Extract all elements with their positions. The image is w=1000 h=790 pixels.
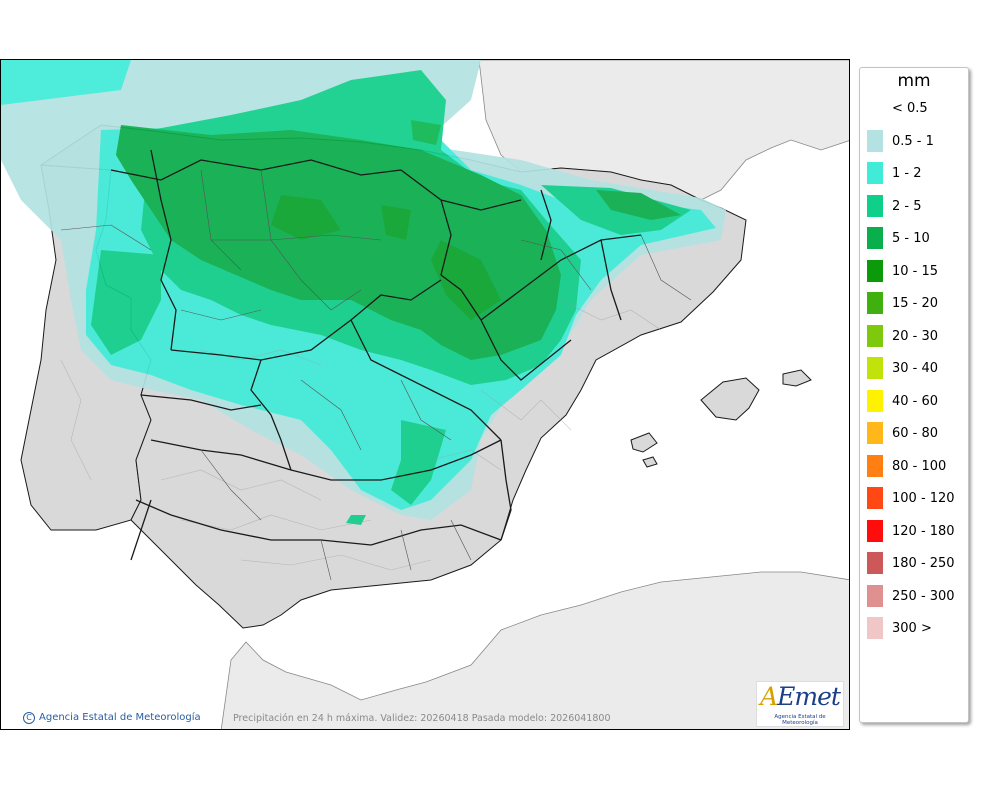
legend-label: 20 - 30 <box>892 328 939 344</box>
legend-item: 10 - 15 <box>863 259 967 284</box>
precip-band-10-15 <box>271 120 501 320</box>
mallorca-land <box>700 377 760 421</box>
legend-swatch <box>867 129 883 152</box>
copyright-icon: C <box>23 712 35 724</box>
legend-swatch <box>867 487 883 509</box>
africa-land <box>220 571 849 729</box>
legend-item: 120 - 180 <box>863 519 967 544</box>
legend-unit: mm <box>897 71 931 91</box>
legend-item: 180 - 250 <box>863 551 967 576</box>
legend-swatch <box>867 389 883 412</box>
legend-item: 15 - 20 <box>863 291 967 316</box>
legend-swatch <box>867 259 883 282</box>
legend-label: 2 - 5 <box>892 198 922 214</box>
aemet-logo-a: A <box>760 682 778 711</box>
legend-item: 5 - 10 <box>863 226 967 251</box>
legend-swatch <box>867 454 883 477</box>
terrain-shading <box>60 299 662 571</box>
menorca-land <box>782 369 812 387</box>
legend-label: 100 - 120 <box>892 491 955 506</box>
legend-swatch <box>867 227 883 249</box>
legend-label: 250 - 300 <box>892 588 955 604</box>
legend-label: 30 - 40 <box>892 361 939 376</box>
legend-item: 1 - 2 <box>863 161 967 186</box>
legend-label: 10 - 15 <box>892 263 939 279</box>
precipitation-legend: mm < 0.5 0.5 - 1 1 - 2 2 - 5 5 - 10 10 - 15 15… <box>859 67 969 723</box>
precipitation-overlay <box>1 60 726 525</box>
legend-item: 30 - 40 <box>863 356 967 381</box>
legend-item: 20 - 30 <box>863 324 967 349</box>
map-canvas <box>1 60 849 729</box>
legend-item: 0.5 - 1 <box>863 129 967 154</box>
legend-label: 80 - 100 <box>892 458 947 474</box>
legend-label: 40 - 60 <box>892 393 939 409</box>
legend-item: 100 - 120 <box>863 486 967 511</box>
legend-label: 120 - 180 <box>892 523 955 539</box>
legend-swatch <box>867 292 883 314</box>
legend-item: 80 - 100 <box>863 454 967 479</box>
formentera-land <box>642 456 658 468</box>
ibiza-land <box>630 432 658 453</box>
legend-label: < 0.5 <box>892 101 928 116</box>
province-borders <box>60 169 692 581</box>
precip-band-5-10 <box>116 125 681 360</box>
region-borders <box>110 149 642 561</box>
aemet-logo: AEmet Agencia Estatal de Meteorología <box>756 681 844 727</box>
legend-label: 15 - 20 <box>892 296 939 311</box>
aemet-logo-subtitle: Agencia Estatal de Meteorología <box>774 714 826 726</box>
legend-swatch <box>867 519 883 542</box>
map-caption: Precipitación en 24 h máxima. Validez: 2… <box>233 713 611 724</box>
legend-swatch <box>867 194 883 217</box>
legend-item: < 0.5 <box>863 96 967 121</box>
copyright-notice: C Agencia Estatal de Meteorología <box>23 712 201 724</box>
legend-swatch <box>867 584 883 607</box>
legend-swatch <box>867 422 883 444</box>
legend-item: 40 - 60 <box>863 389 967 414</box>
copyright-text: Agencia Estatal de Meteorología <box>39 712 201 723</box>
legend-label: 1 - 2 <box>892 166 922 181</box>
legend-swatch <box>867 552 883 574</box>
legend-item: 250 - 300 <box>863 584 967 609</box>
legend-swatch <box>867 324 883 347</box>
legend-label: 60 - 80 <box>892 426 939 441</box>
aemet-logo-mark: AEmet <box>757 682 843 712</box>
legend-swatch <box>867 162 883 184</box>
aemet-logo-rest: Emet <box>777 682 841 711</box>
legend-label: 5 - 10 <box>892 231 930 246</box>
legend-swatch <box>867 617 883 639</box>
legend-swatch <box>867 357 883 379</box>
legend-label: 180 - 250 <box>892 556 955 571</box>
precipitation-map[interactable]: C Agencia Estatal de Meteorología Precipi… <box>0 59 850 730</box>
legend-item: 60 - 80 <box>863 421 967 446</box>
legend-item: 300 > <box>863 616 967 641</box>
legend-label: 300 > <box>892 621 932 636</box>
legend-item: 2 - 5 <box>863 194 967 219</box>
legend-swatch <box>867 97 883 119</box>
legend-label: 0.5 - 1 <box>892 133 934 149</box>
